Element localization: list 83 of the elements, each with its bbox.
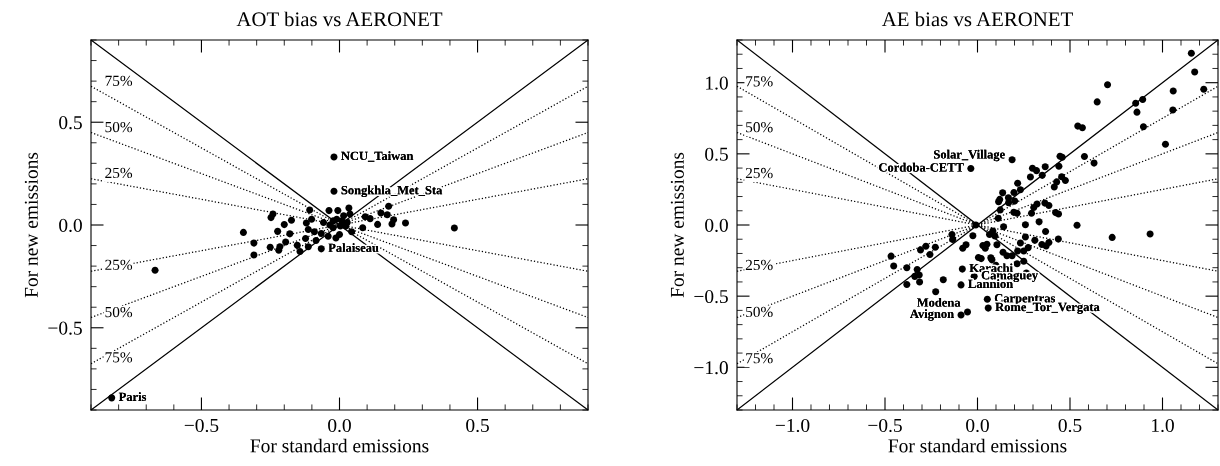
y-tick-label: 0.5 bbox=[59, 116, 82, 130]
point bbox=[324, 232, 332, 240]
x-tick-label: −0.5 bbox=[868, 418, 902, 433]
point bbox=[304, 243, 312, 251]
y-tick-label: 1.0 bbox=[706, 76, 728, 90]
point bbox=[296, 247, 304, 256]
point bbox=[385, 202, 393, 210]
y-tick-label: 0.0 bbox=[59, 218, 82, 233]
point bbox=[345, 204, 353, 212]
annotation: Paris bbox=[118, 392, 147, 401]
point bbox=[266, 243, 274, 251]
annotation: 75% bbox=[105, 352, 133, 363]
point bbox=[108, 394, 116, 402]
y-axis-title: For new emissions bbox=[24, 152, 38, 298]
point bbox=[334, 207, 342, 215]
annotation: 25% bbox=[105, 259, 133, 270]
y-tick-label: −0.5 bbox=[694, 289, 728, 304]
chart-title: AE bias vs AERONET bbox=[881, 11, 1073, 27]
point bbox=[308, 215, 316, 223]
chart-title: AOT bias vs AERONET bbox=[236, 11, 443, 27]
point bbox=[317, 245, 325, 253]
point bbox=[450, 224, 458, 232]
point bbox=[366, 215, 374, 223]
point bbox=[325, 207, 333, 215]
annotation: 25% bbox=[745, 167, 773, 179]
x-axis-title: For standard emissions bbox=[888, 438, 1067, 453]
point bbox=[239, 228, 247, 236]
point bbox=[346, 210, 354, 218]
point bbox=[274, 227, 282, 235]
point bbox=[377, 209, 385, 217]
point bbox=[282, 238, 290, 246]
annotation: 75% bbox=[746, 76, 773, 87]
point bbox=[304, 225, 312, 234]
annotation: 25% bbox=[745, 259, 773, 271]
point bbox=[286, 230, 294, 238]
point bbox=[312, 236, 320, 244]
annotation: 50% bbox=[105, 306, 133, 318]
point bbox=[359, 224, 367, 232]
point bbox=[287, 216, 295, 224]
y-axis-title: For new emissions bbox=[670, 152, 684, 298]
point bbox=[374, 220, 382, 228]
point bbox=[319, 218, 328, 227]
x-axis-title: For standard emissions bbox=[250, 438, 429, 453]
y-tick-label: −1.0 bbox=[694, 361, 728, 375]
point bbox=[293, 241, 301, 249]
point bbox=[329, 217, 337, 225]
annotation: 75% bbox=[746, 352, 773, 364]
x-tick-label: −1.0 bbox=[775, 418, 810, 433]
point bbox=[310, 228, 318, 236]
x-tick-label: −0.5 bbox=[184, 418, 219, 433]
point bbox=[383, 211, 391, 219]
point bbox=[302, 235, 310, 243]
point bbox=[151, 266, 159, 274]
point bbox=[401, 219, 410, 227]
annotation: 50% bbox=[746, 306, 773, 318]
point bbox=[306, 206, 314, 214]
annotation: Modena bbox=[917, 297, 961, 307]
point bbox=[330, 153, 338, 161]
annotation: Solar_Village bbox=[934, 149, 1005, 162]
x-tick-label: 0.0 bbox=[966, 418, 989, 433]
x-tick-label: 1.0 bbox=[1152, 418, 1174, 433]
x-tick-label: 0.5 bbox=[466, 418, 489, 433]
annotation: 25% bbox=[105, 167, 133, 179]
point bbox=[250, 251, 258, 259]
annotation: Avignon bbox=[909, 309, 954, 321]
annotation: NCU_Taiwan bbox=[341, 151, 414, 162]
point bbox=[330, 187, 338, 195]
point bbox=[250, 239, 258, 247]
annotation: 50% bbox=[746, 122, 773, 133]
annotation: Carpentras bbox=[994, 294, 1056, 305]
y-tick-label: 0.5 bbox=[705, 147, 728, 161]
x-tick-label: 0.0 bbox=[328, 418, 351, 433]
point bbox=[317, 229, 325, 237]
annotation: 50% bbox=[105, 121, 133, 133]
point bbox=[348, 228, 356, 236]
annotation: 75% bbox=[105, 75, 133, 87]
x-tick-label: 0.5 bbox=[1058, 418, 1082, 433]
y-tick-label: −0.5 bbox=[48, 321, 82, 335]
y-tick-label: 0.0 bbox=[705, 218, 728, 233]
point bbox=[280, 221, 288, 229]
point bbox=[302, 219, 310, 227]
point bbox=[335, 230, 344, 238]
point bbox=[269, 210, 277, 218]
